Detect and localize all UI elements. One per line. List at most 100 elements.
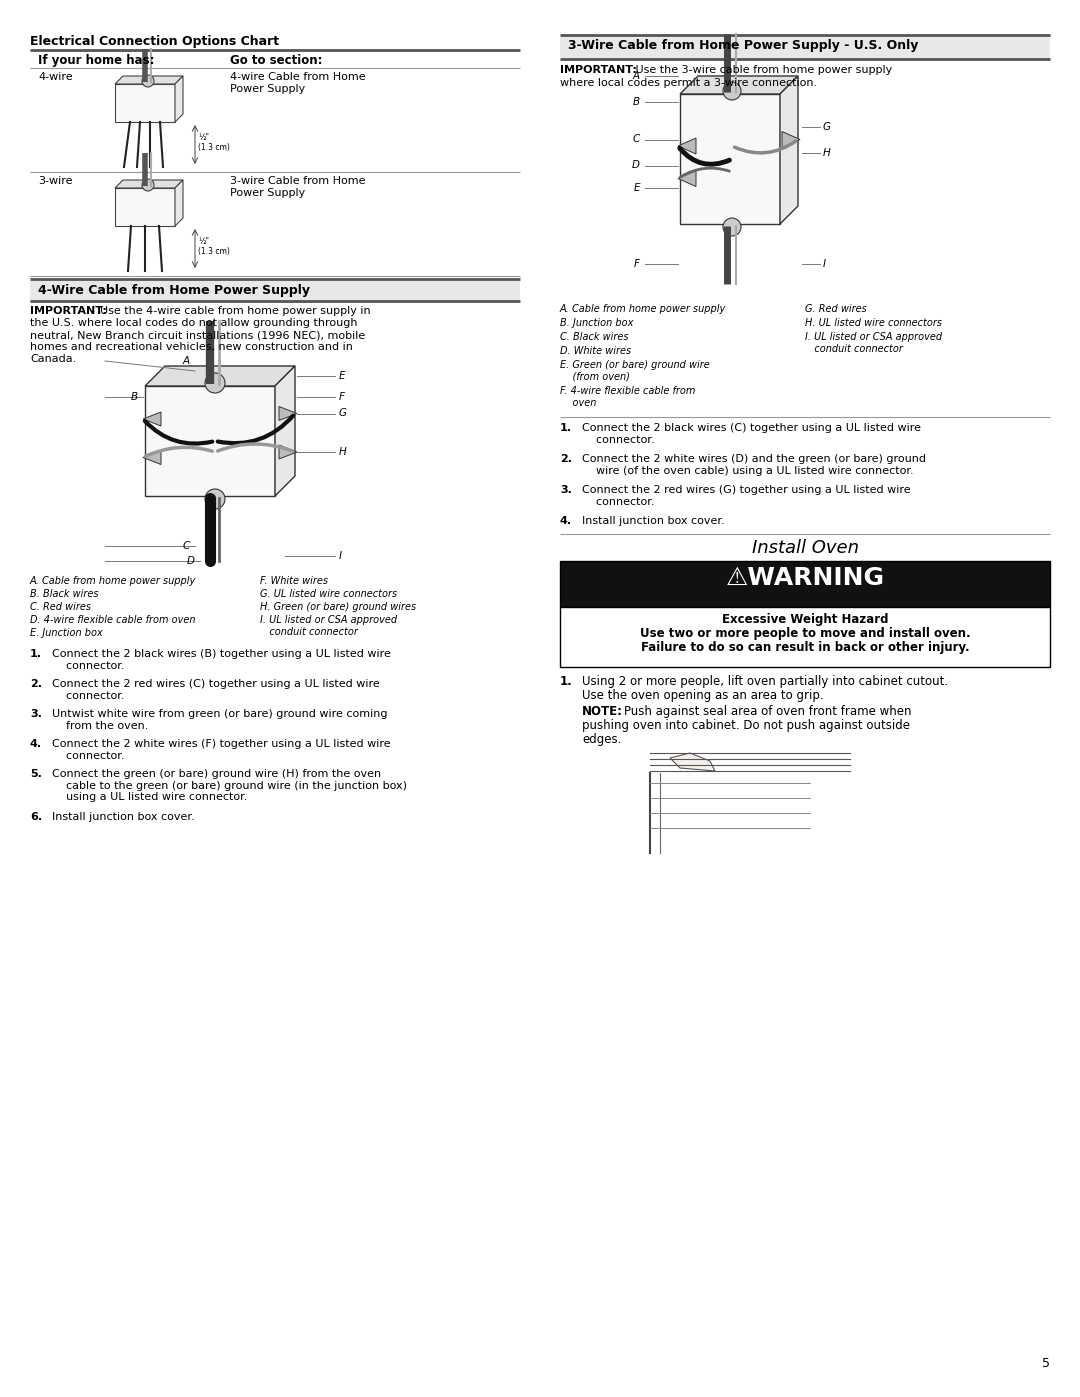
Text: 4-wire Cable from Home
Power Supply: 4-wire Cable from Home Power Supply [230, 73, 366, 94]
Text: E. Green (or bare) ground wire
    (from oven): E. Green (or bare) ground wire (from ove… [561, 360, 710, 381]
Text: 4-wire: 4-wire [38, 73, 72, 82]
Text: I. UL listed or CSA approved
   conduit connector: I. UL listed or CSA approved conduit con… [260, 615, 397, 637]
Text: Connect the 2 white wires (F) together using a UL listed wire
    connector.: Connect the 2 white wires (F) together u… [52, 739, 391, 760]
Text: Electrical Connection Options Chart: Electrical Connection Options Chart [30, 35, 279, 47]
Text: 6.: 6. [30, 812, 42, 821]
Text: pushing oven into cabinet. Do not push against outside: pushing oven into cabinet. Do not push a… [582, 719, 910, 732]
Text: E: E [634, 183, 640, 193]
Text: C. Red wires: C. Red wires [30, 602, 91, 612]
Polygon shape [782, 131, 800, 148]
Text: B: B [633, 96, 640, 108]
Text: Use the 4-wire cable from home power supply in: Use the 4-wire cable from home power sup… [100, 306, 370, 316]
Text: F: F [339, 393, 345, 402]
Text: I. UL listed or CSA approved
   conduit connector: I. UL listed or CSA approved conduit con… [805, 332, 942, 353]
Text: 2.: 2. [30, 679, 42, 689]
Polygon shape [678, 138, 696, 154]
Text: G: G [823, 122, 831, 131]
Text: ⚠WARNING: ⚠WARNING [726, 566, 885, 590]
FancyBboxPatch shape [561, 562, 1050, 608]
Text: 5.: 5. [30, 768, 42, 780]
Text: C: C [183, 541, 190, 550]
Text: Install Oven: Install Oven [752, 539, 859, 557]
Circle shape [141, 75, 154, 87]
Text: B. Black wires: B. Black wires [30, 590, 98, 599]
Text: neutral, New Branch circuit installations (1996 NEC), mobile: neutral, New Branch circuit installation… [30, 330, 365, 339]
Text: 1.: 1. [561, 423, 572, 433]
Text: Connect the 2 red wires (G) together using a UL listed wire
    connector.: Connect the 2 red wires (G) together usi… [582, 485, 910, 507]
Text: Excessive Weight Hazard: Excessive Weight Hazard [721, 613, 888, 626]
Text: 1.: 1. [561, 675, 572, 687]
Text: H: H [823, 148, 831, 158]
Text: 3-wire: 3-wire [38, 176, 72, 186]
Text: 2.: 2. [561, 454, 572, 464]
Text: Use two or more people to move and install oven.: Use two or more people to move and insta… [639, 627, 970, 640]
Text: G. UL listed wire connectors: G. UL listed wire connectors [260, 590, 397, 599]
Text: ½"
(1.3 cm): ½" (1.3 cm) [198, 133, 230, 152]
Text: Connect the 2 red wires (C) together using a UL listed wire
    connector.: Connect the 2 red wires (C) together usi… [52, 679, 380, 701]
Text: I: I [823, 258, 826, 270]
Text: Connect the green (or bare) ground wire (H) from the oven
    cable to the green: Connect the green (or bare) ground wire … [52, 768, 407, 802]
Text: edges.: edges. [582, 733, 621, 746]
Text: where local codes permit a 3-wire connection.: where local codes permit a 3-wire connec… [561, 78, 818, 88]
Text: 1.: 1. [30, 650, 42, 659]
Polygon shape [114, 75, 183, 84]
Polygon shape [143, 412, 161, 426]
Text: E: E [339, 372, 346, 381]
Circle shape [723, 82, 741, 101]
Polygon shape [275, 366, 295, 496]
Text: Failure to do so can result in back or other injury.: Failure to do so can result in back or o… [640, 641, 970, 654]
Text: D: D [632, 161, 640, 170]
Polygon shape [114, 84, 175, 122]
Polygon shape [279, 446, 297, 460]
Text: 4.: 4. [561, 515, 572, 527]
Text: H. Green (or bare) ground wires: H. Green (or bare) ground wires [260, 602, 416, 612]
Text: Use the oven opening as an area to grip.: Use the oven opening as an area to grip. [582, 689, 824, 703]
Text: D. 4-wire flexible cable from oven: D. 4-wire flexible cable from oven [30, 615, 195, 624]
Text: C. Black wires: C. Black wires [561, 332, 629, 342]
Text: 3.: 3. [561, 485, 572, 495]
Text: 3-wire Cable from Home
Power Supply: 3-wire Cable from Home Power Supply [230, 176, 365, 197]
Text: Use the 3-wire cable from home power supply: Use the 3-wire cable from home power sup… [632, 66, 892, 75]
Text: If your home has:: If your home has: [38, 54, 154, 67]
Circle shape [723, 218, 741, 236]
Text: homes and recreational vehicles, new construction and in: homes and recreational vehicles, new con… [30, 342, 353, 352]
Circle shape [205, 489, 225, 509]
Text: Install junction box cover.: Install junction box cover. [52, 812, 194, 821]
Polygon shape [670, 753, 715, 771]
Text: 4-Wire Cable from Home Power Supply: 4-Wire Cable from Home Power Supply [38, 284, 310, 298]
Text: 3.: 3. [30, 710, 42, 719]
Text: F: F [634, 258, 640, 270]
Text: H: H [339, 447, 347, 457]
Text: A. Cable from home power supply: A. Cable from home power supply [30, 576, 197, 585]
Polygon shape [114, 180, 183, 189]
Text: F. 4-wire flexible cable from
    oven: F. 4-wire flexible cable from oven [561, 386, 696, 408]
Text: E. Junction box: E. Junction box [30, 629, 103, 638]
Text: IMPORTANT:: IMPORTANT: [30, 306, 107, 316]
Text: 4.: 4. [30, 739, 42, 749]
FancyBboxPatch shape [561, 608, 1050, 666]
Text: A: A [633, 71, 640, 81]
Text: Connect the 2 white wires (D) and the green (or bare) ground
    wire (of the ov: Connect the 2 white wires (D) and the gr… [582, 454, 926, 475]
FancyBboxPatch shape [30, 281, 519, 300]
Text: I: I [339, 550, 342, 562]
Text: Using 2 or more people, lift oven partially into cabinet cutout.: Using 2 or more people, lift oven partia… [582, 675, 948, 687]
Polygon shape [678, 170, 696, 187]
Text: D: D [187, 556, 195, 566]
Text: NOTE:: NOTE: [582, 705, 623, 718]
Text: Connect the 2 black wires (C) together using a UL listed wire
    connector.: Connect the 2 black wires (C) together u… [582, 423, 921, 444]
Text: A. Cable from home power supply: A. Cable from home power supply [561, 305, 726, 314]
Text: F. White wires: F. White wires [260, 576, 328, 585]
Text: G. Red wires: G. Red wires [805, 305, 867, 314]
Text: 5: 5 [1042, 1356, 1050, 1370]
Text: IMPORTANT:: IMPORTANT: [561, 66, 637, 75]
Polygon shape [145, 386, 275, 496]
Polygon shape [114, 189, 175, 226]
Circle shape [205, 373, 225, 393]
Polygon shape [780, 75, 798, 224]
Text: A: A [183, 356, 190, 366]
Text: D. White wires: D. White wires [561, 346, 631, 356]
Text: Push against seal area of oven front frame when: Push against seal area of oven front fra… [624, 705, 912, 718]
Text: H. UL listed wire connectors: H. UL listed wire connectors [805, 319, 942, 328]
Polygon shape [175, 75, 183, 122]
Text: C: C [633, 134, 640, 144]
